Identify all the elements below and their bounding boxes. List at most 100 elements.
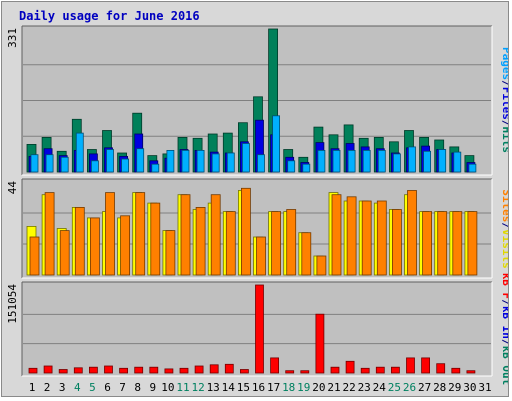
bar-sites-day-8 bbox=[135, 192, 146, 276]
x-tick-label-day-2: 2 bbox=[44, 381, 51, 394]
x-tick-label-day-17: 17 bbox=[267, 381, 280, 394]
bar-sites-day-13 bbox=[210, 194, 221, 276]
bar-kb-f-day-2 bbox=[43, 365, 53, 374]
bar-pages-day-21 bbox=[332, 149, 341, 173]
bar-pages-day-15 bbox=[241, 143, 250, 173]
bar-kb-f-day-18 bbox=[285, 370, 295, 374]
bar-pages-day-4 bbox=[75, 132, 84, 173]
bar-pages-day-3 bbox=[60, 156, 69, 173]
bar-sites-day-19 bbox=[301, 232, 312, 276]
bar-sites-day-28 bbox=[437, 211, 448, 276]
bar-kb-f-day-5 bbox=[89, 366, 98, 374]
x-tick-label-day-11: 11 bbox=[176, 381, 189, 394]
x-tick-label-day-14: 14 bbox=[222, 381, 236, 394]
bar-pages-day-12 bbox=[196, 149, 205, 173]
y-max-label-visitors: 44 bbox=[6, 181, 19, 195]
bar-pages-day-26 bbox=[408, 146, 416, 173]
x-tick-label-day-10: 10 bbox=[161, 381, 174, 394]
x-tick-label-day-30: 30 bbox=[463, 381, 476, 394]
bar-sites-day-30 bbox=[467, 211, 478, 276]
bar-sites-day-3 bbox=[59, 230, 70, 276]
bar-sites-day-4 bbox=[74, 206, 85, 276]
bar-kb-f-day-26 bbox=[406, 357, 415, 374]
bar-sites-day-27 bbox=[422, 211, 433, 276]
legend-item: Hits bbox=[500, 127, 508, 154]
legend-item: / bbox=[500, 80, 508, 87]
x-tick-label-day-15: 15 bbox=[237, 381, 250, 394]
x-tick-label-day-7: 7 bbox=[119, 381, 126, 394]
bar-sites-day-17 bbox=[271, 211, 282, 276]
bar-sites-day-29 bbox=[452, 211, 463, 276]
bar-pages-day-5 bbox=[91, 160, 99, 173]
bar-kb-f-day-25 bbox=[390, 366, 400, 374]
bar-kb-f-day-24 bbox=[375, 366, 385, 374]
bar-sites-day-11 bbox=[180, 194, 191, 276]
bar-pages-day-11 bbox=[181, 149, 190, 173]
bar-kb-f-day-20 bbox=[315, 313, 325, 374]
legend-item: / bbox=[500, 222, 508, 229]
bar-kb-f-day-8 bbox=[134, 366, 144, 374]
x-tick-label-day-6: 6 bbox=[104, 381, 111, 394]
bar-sites-day-20 bbox=[316, 255, 327, 276]
bar-sites-day-7 bbox=[120, 215, 130, 276]
legend-item: kB Out bbox=[500, 346, 508, 386]
usage-chart-frame: Daily usage for June 2016 331Pages/Files… bbox=[1, 1, 509, 397]
bar-pages-day-20 bbox=[317, 149, 326, 173]
bar-kb-f-day-9 bbox=[149, 366, 159, 374]
legend-item: / bbox=[500, 120, 508, 127]
x-tick-label-day-12: 12 bbox=[191, 381, 204, 394]
x-tick-label-day-20: 20 bbox=[312, 381, 325, 394]
bar-pages-day-24 bbox=[377, 149, 386, 173]
x-tick-label-day-28: 28 bbox=[433, 381, 446, 394]
usage-chart: 331Pages/Files/Hits44Sites/Visits151054k… bbox=[6, 25, 508, 394]
x-tick-label-day-19: 19 bbox=[297, 381, 310, 394]
bar-sites-day-9 bbox=[150, 202, 161, 276]
bar-pages-day-23 bbox=[362, 149, 371, 173]
panel-visitors: 44 Sites/Visits bbox=[6, 178, 508, 279]
bar-kb-f-day-14 bbox=[224, 363, 234, 374]
bar-pages-day-16 bbox=[257, 154, 265, 173]
x-tick-label-day-3: 3 bbox=[59, 381, 66, 394]
bar-sites-day-21 bbox=[331, 194, 342, 276]
chart-title: Daily usage for June 2016 bbox=[19, 9, 200, 23]
x-tick-label-day-26: 26 bbox=[403, 381, 416, 394]
x-tick-label-day-23: 23 bbox=[358, 381, 371, 394]
bar-kb-f-day-7 bbox=[119, 367, 128, 374]
x-tick-label-day-18: 18 bbox=[282, 381, 295, 394]
x-tick-label-day-25: 25 bbox=[388, 381, 401, 394]
bar-kb-f-day-29 bbox=[451, 367, 461, 374]
bar-pages-day-7 bbox=[121, 158, 129, 173]
bar-pages-day-9 bbox=[151, 163, 160, 173]
y-max-label-kbytes: 151054 bbox=[6, 284, 19, 324]
bar-pages-day-2 bbox=[45, 154, 54, 173]
bar-sites-day-23 bbox=[361, 200, 372, 276]
x-tick-label-day-31: 31 bbox=[478, 381, 491, 394]
bar-sites-day-6 bbox=[105, 192, 115, 276]
bar-pages-day-8 bbox=[136, 148, 145, 173]
bar-pages-day-22 bbox=[347, 149, 356, 173]
x-tick-label-day-22: 22 bbox=[342, 381, 355, 394]
bar-kb-f-day-1 bbox=[28, 367, 38, 374]
bar-kb-f-day-16 bbox=[255, 284, 264, 374]
bar-pages-day-1 bbox=[30, 154, 39, 173]
legend-item: kB F bbox=[500, 273, 508, 300]
bar-sites-day-1 bbox=[29, 236, 40, 276]
bar-sites-day-12 bbox=[195, 206, 206, 276]
bar-sites-day-2 bbox=[44, 192, 55, 276]
legend-top: Pages/Files/Hits bbox=[500, 47, 508, 153]
bar-kb-f-day-11 bbox=[179, 367, 189, 374]
legend-item: / bbox=[500, 299, 508, 306]
legend-item: Sites bbox=[500, 189, 508, 222]
x-tick-label-day-21: 21 bbox=[327, 381, 340, 394]
bar-kb-f-day-13 bbox=[209, 364, 219, 374]
bar-kb-f-day-21 bbox=[330, 366, 340, 374]
x-tick-label-day-5: 5 bbox=[89, 381, 96, 394]
bar-sites-day-14 bbox=[225, 211, 236, 276]
y-max-label-requests: 331 bbox=[6, 28, 19, 48]
legend-item: Files bbox=[500, 87, 508, 120]
x-tick-label-day-13: 13 bbox=[207, 381, 220, 394]
bar-kb-f-day-19 bbox=[300, 370, 310, 374]
bar-pages-day-18 bbox=[287, 160, 296, 173]
bar-pages-day-10 bbox=[166, 149, 175, 173]
